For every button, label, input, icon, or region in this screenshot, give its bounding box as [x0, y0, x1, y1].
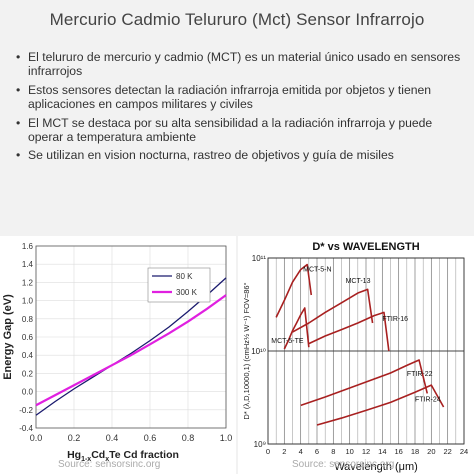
y-tick-label: 10¹¹: [252, 254, 267, 263]
energy-gap-chart: 0.0 0.2 0.4 0.6 0.8 1.0 -0.4 -0.2 0.0 0.2 0.4 0.6 0.…: [0, 236, 236, 474]
x-tick-label: 16: [394, 447, 402, 456]
series-label-ftir-22: FTIR-22: [407, 371, 433, 378]
y-tick-label: 10⁹: [254, 440, 266, 449]
x-tick-label: 0.2: [68, 433, 81, 443]
x-tick-label: 0.0: [30, 433, 43, 443]
bullet-list: El telururo de mercurio y cadmio (MCT) e…: [16, 50, 464, 167]
series-line-mct-5-te: [283, 307, 310, 350]
series-line-mct-5-n: [275, 263, 313, 318]
y-tick-label: -0.2: [19, 406, 33, 415]
plot-frame: [267, 257, 465, 445]
series-line-300-k: [35, 294, 227, 407]
x-tick-label: 2: [282, 447, 286, 456]
x-tick-label: 0.6: [144, 433, 157, 443]
y-tick-label: -0.4: [19, 424, 33, 433]
y-tick-label: 10¹⁰: [251, 347, 266, 356]
y-tick-label: 0.0: [22, 388, 34, 397]
chart-source: Source: sensorsinc.org: [292, 459, 395, 470]
x-tick-label: 12: [362, 447, 370, 456]
bullet-item: Se utilizan en vision nocturna, rastreo …: [16, 148, 464, 163]
legend-label: 300 K: [176, 288, 198, 297]
y-axis-label: D* (λ,D,10000,1) (cmHz½ W⁻¹) FOV=86°: [242, 282, 251, 419]
x-axis-label: Hg1-xCdxTe Cd fraction: [67, 449, 179, 463]
series-label-mct-5-te: MCT-5-TE: [271, 338, 304, 345]
bullet-item: Estos sensores detectan la radiación inf…: [16, 83, 464, 112]
x-tick-label: 14: [378, 447, 386, 456]
y-tick-label: 0.2: [22, 369, 34, 378]
series-line-mct-13: [292, 288, 374, 333]
x-tick-label: 4: [299, 447, 303, 456]
legend-label: 80 K: [176, 272, 193, 281]
legend-box: [147, 267, 211, 303]
x-tick-label: 6: [315, 447, 319, 456]
x-axis-label: Wavelength (μm): [334, 461, 418, 473]
x-tick-label: 1.0: [220, 433, 233, 443]
series-line-ftir-24: [316, 384, 445, 426]
bullet-item: El telururo de mercurio y cadmio (MCT) e…: [16, 50, 464, 79]
y-tick-label: 0.6: [22, 333, 34, 342]
bullet-item: El MCT se destaca por su alta sensibilid…: [16, 116, 464, 145]
series-line-80-k: [35, 277, 227, 416]
y-tick-label: 1.0: [22, 297, 34, 306]
x-tick-label: 24: [460, 447, 468, 456]
series-label-ftir-16: FTIR-16: [382, 316, 408, 323]
x-tick-label: 22: [443, 447, 451, 456]
x-tick-label: 10: [345, 447, 353, 456]
y-axis-label: Energy Gap (eV): [2, 294, 14, 380]
chart-source: Source: sensorsinc.org: [58, 459, 161, 470]
detectivity-chart: D* vs WAVELENGTH 0 2 4 6 8 10 12 14 16 18 20 22 24 10¹…: [238, 236, 474, 474]
y-tick-label: 1.2: [22, 278, 34, 287]
y-tick-label: 1.4: [22, 260, 34, 269]
y-tick-label: 0.4: [22, 351, 34, 360]
x-tick-label: 0.4: [106, 433, 119, 443]
x-tick-label: 0.8: [182, 433, 195, 443]
chart-title: D* vs WAVELENGTH: [312, 241, 419, 253]
series-label-mct-5-n: MCT-5-N: [303, 266, 331, 273]
y-tick-label: 0.8: [22, 315, 34, 324]
x-tick-label: 18: [411, 447, 419, 456]
x-tick-label: 8: [331, 447, 335, 456]
series-label-mct-13: MCT-13: [346, 278, 371, 285]
series-line-ftir-22: [300, 359, 429, 407]
page-title: Mercurio Cadmio Telururo (Mct) Sensor In…: [49, 10, 425, 29]
series-line-ftir-16: [308, 311, 390, 352]
y-tick-label: 1.6: [22, 242, 34, 251]
plot-frame: [35, 245, 227, 429]
series-label-ftir-24: FTIR-24: [415, 397, 441, 404]
x-tick-label: 20: [427, 447, 435, 456]
x-tick-label: 0: [266, 447, 270, 456]
energy-gap-svg: 0.0 0.2 0.4 0.6 0.8 1.0 -0.4 -0.2 0.0 0.2 0.4 0.6 0.…: [2, 242, 233, 463]
